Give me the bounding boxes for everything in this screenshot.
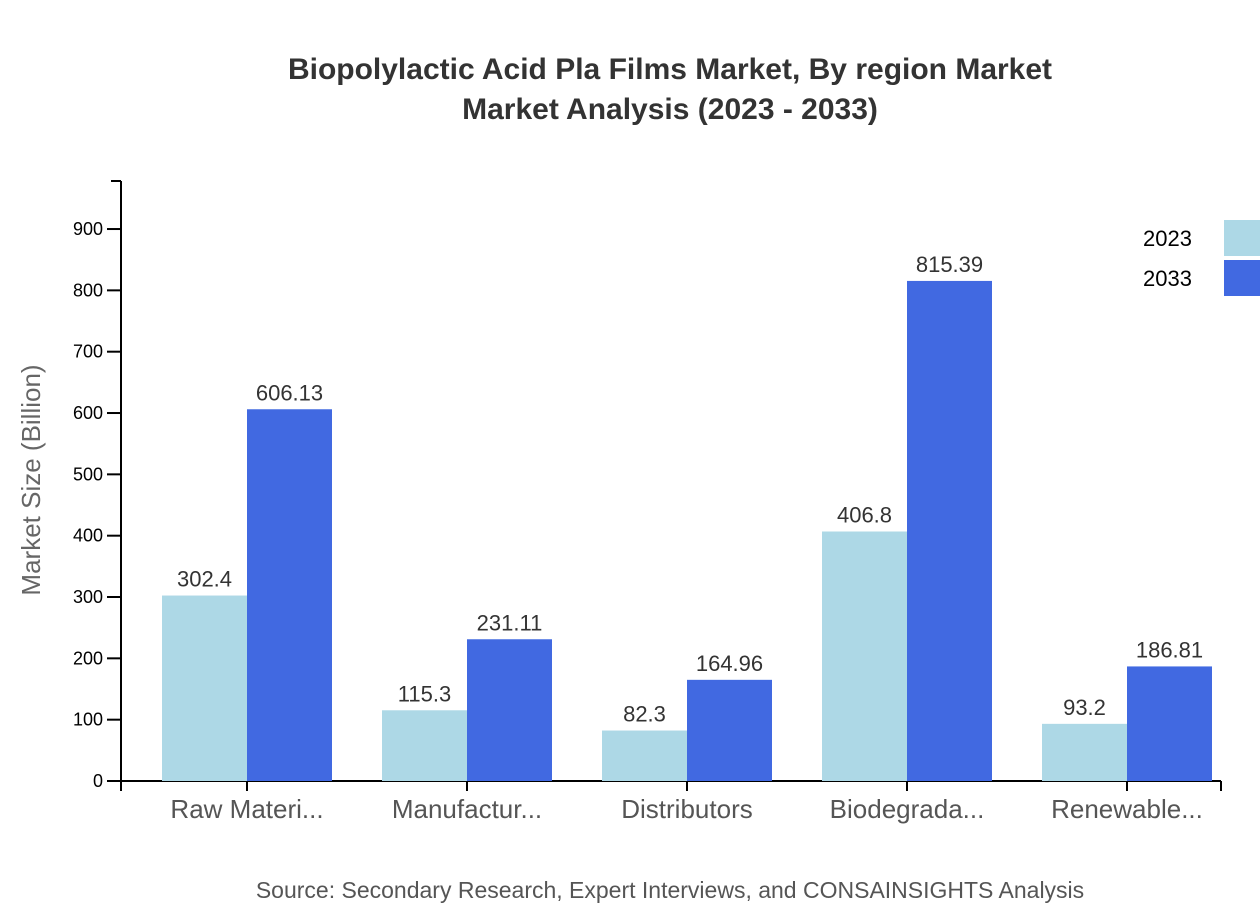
- data-label: 606.13: [256, 380, 323, 405]
- x-axis: Raw Materi... Manufactur... Distributors Bi…: [120, 780, 1222, 824]
- data-label: 164.96: [696, 651, 763, 676]
- legend-label-2023: 2023: [1143, 226, 1192, 251]
- legend-swatch-2023: [1224, 220, 1260, 256]
- source-note: Source: Secondary Research, Expert Inter…: [255, 877, 1085, 903]
- data-label: 82.3: [623, 702, 666, 727]
- y-tick-label: 200: [73, 648, 103, 668]
- data-label: 93.2: [1063, 695, 1106, 720]
- bar-2023: [602, 730, 687, 781]
- y-tick-label: 900: [73, 219, 103, 239]
- bar-2023: [382, 710, 467, 781]
- y-tick-label: 0: [93, 771, 103, 791]
- y-axis: 0 100 200 300 400 500 600 700 800 900: [73, 180, 122, 791]
- bars: 302.4 606.13 115.3 231.11 82.3 164.96 406.8 815…: [162, 252, 1212, 781]
- legend-label-2033: 2033: [1143, 266, 1192, 291]
- data-label: 186.81: [1136, 637, 1203, 662]
- chart-title: Biopolylactic Acid Pla Films Market, By …: [0, 50, 1260, 130]
- bar-2023: [822, 531, 907, 781]
- legend-swatch-2033: [1224, 260, 1260, 296]
- x-tick-label: Biodegrada...: [830, 794, 985, 824]
- x-tick-label: Distributors: [621, 794, 752, 824]
- bar-2033: [467, 639, 552, 781]
- y-axis-label: Market Size (Billion): [16, 364, 46, 595]
- y-tick-label: 700: [73, 342, 103, 362]
- bar-2023: [1042, 723, 1127, 781]
- data-label: 302.4: [177, 567, 232, 592]
- data-label: 815.39: [916, 252, 983, 277]
- y-tick-label: 100: [73, 710, 103, 730]
- data-label: 406.8: [837, 503, 892, 528]
- y-tick-label: 600: [73, 403, 103, 423]
- y-tick-label: 300: [73, 587, 103, 607]
- data-label: 231.11: [477, 610, 543, 635]
- chart-title-line-2: Market Analysis (2023 - 2033): [462, 93, 878, 126]
- data-label: 115.3: [398, 681, 451, 706]
- legend: 2023 2033: [1143, 220, 1260, 296]
- chart-title-line-1: Biopolylactic Acid Pla Films Market, By …: [287, 53, 1053, 86]
- bar-2033: [247, 409, 332, 781]
- y-tick-label: 500: [73, 464, 103, 484]
- bar-2023: [162, 595, 247, 781]
- bar-2033: [687, 679, 772, 781]
- bar-2033: [907, 280, 992, 781]
- bar-2033: [1127, 666, 1212, 781]
- y-tick-label: 800: [73, 280, 103, 300]
- y-tick-label: 400: [73, 526, 103, 546]
- x-tick-label: Renewable...: [1051, 794, 1203, 824]
- x-tick-label: Manufactur...: [392, 794, 542, 824]
- x-tick-label: Raw Materi...: [170, 794, 323, 824]
